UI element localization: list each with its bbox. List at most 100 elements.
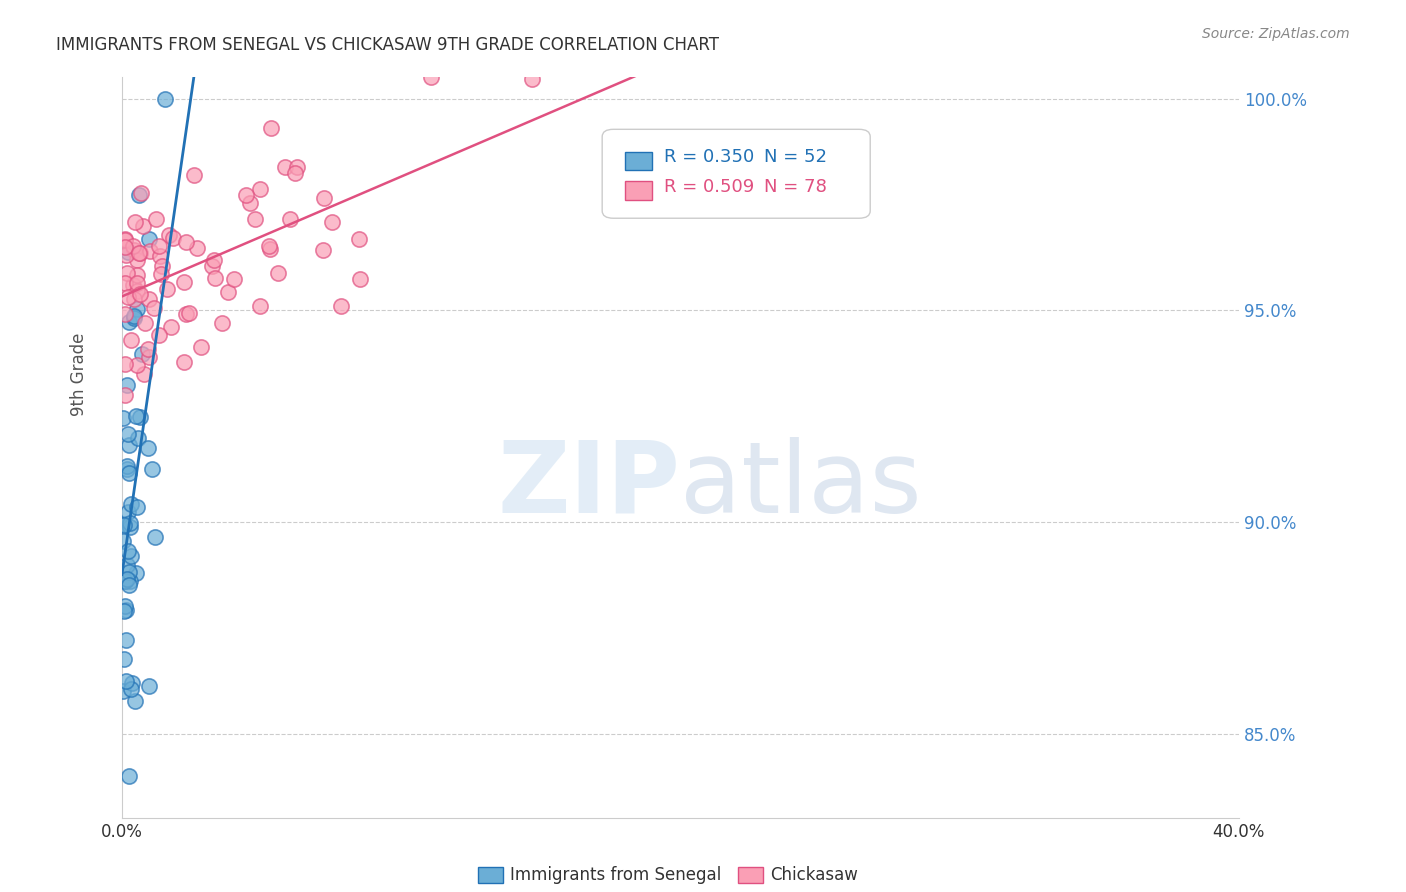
Point [141,462,163,476]
Point [114,233,136,247]
Point [114,599,136,613]
Point [127,358,149,372]
Point [115,459,138,474]
Point [129,186,152,201]
Point [114,240,136,254]
Point [129,410,152,425]
Text: Source: ZipAtlas.com: Source: ZipAtlas.com [1202,27,1350,41]
Point [118,466,141,480]
Point [201,259,224,273]
Point [114,247,136,261]
Point [125,285,148,299]
Point [186,241,208,255]
Point [249,299,271,313]
Point [174,235,197,249]
Point [117,427,139,442]
Point [112,534,135,549]
Point [202,253,225,268]
Point [132,368,155,382]
Text: IMMIGRANTS FROM SENEGAL VS CHICKASAW 9TH GRADE CORRELATION CHART: IMMIGRANTS FROM SENEGAL VS CHICKASAW 9TH… [56,36,720,54]
Point [115,572,138,586]
Point [162,231,184,245]
Point [118,574,141,588]
Point [120,334,142,348]
Point [173,276,195,290]
Point [122,292,145,306]
Point [122,243,145,257]
Point [314,191,336,205]
Point [117,245,139,260]
Text: N = 52: N = 52 [763,148,827,167]
Point [112,517,135,532]
Point [112,604,135,618]
Bar [624,152,652,170]
Point [267,266,290,280]
Point [114,574,136,588]
Point [128,188,150,202]
Point [124,694,146,708]
Point [211,316,233,330]
Point [280,212,302,227]
Point [122,309,145,323]
Point [153,92,176,106]
Point [114,232,136,246]
Point [124,310,146,325]
Point [120,516,142,530]
Point [156,283,179,297]
Point [145,530,167,544]
Text: atlas: atlas [681,436,922,533]
Point [148,327,170,342]
Y-axis label: 9th Grade: 9th Grade [70,332,89,416]
Point [127,432,149,446]
Point [121,238,143,252]
Point [118,769,141,783]
Point [128,286,150,301]
Point [117,505,139,519]
Point [125,566,148,580]
Point [142,301,165,315]
Text: Immigrants from Senegal: Immigrants from Senegal [510,866,721,884]
Point [128,246,150,260]
Point [138,441,160,455]
Point [190,340,212,354]
Point [127,301,149,316]
Point [125,409,148,423]
Text: R = 0.350: R = 0.350 [664,148,754,167]
Bar [624,181,652,200]
Point [112,651,135,665]
Point [114,603,136,617]
Point [148,249,170,263]
Point [121,676,143,690]
Text: ZIP: ZIP [498,436,681,533]
Point [249,182,271,196]
Text: R = 0.509: R = 0.509 [664,178,754,196]
Point [285,160,308,174]
Point [114,633,136,648]
Point [114,517,136,532]
Point [329,299,352,313]
Point [117,290,139,304]
Point [138,244,160,258]
Point [217,285,239,299]
Point [118,578,141,592]
Point [259,239,281,253]
Point [115,461,138,475]
Point [259,242,281,256]
Point [114,388,136,402]
Point [114,276,136,290]
Text: Chickasaw: Chickasaw [770,866,858,884]
Point [120,681,142,696]
Point [134,316,156,330]
Point [112,684,135,698]
Point [138,292,160,306]
Point [138,351,160,365]
Point [148,239,170,253]
Point [239,195,262,210]
Point [420,70,443,85]
Point [312,244,335,258]
Point [204,270,226,285]
Point [138,679,160,693]
Point [127,252,149,267]
Point [157,227,180,242]
Point [132,219,155,233]
